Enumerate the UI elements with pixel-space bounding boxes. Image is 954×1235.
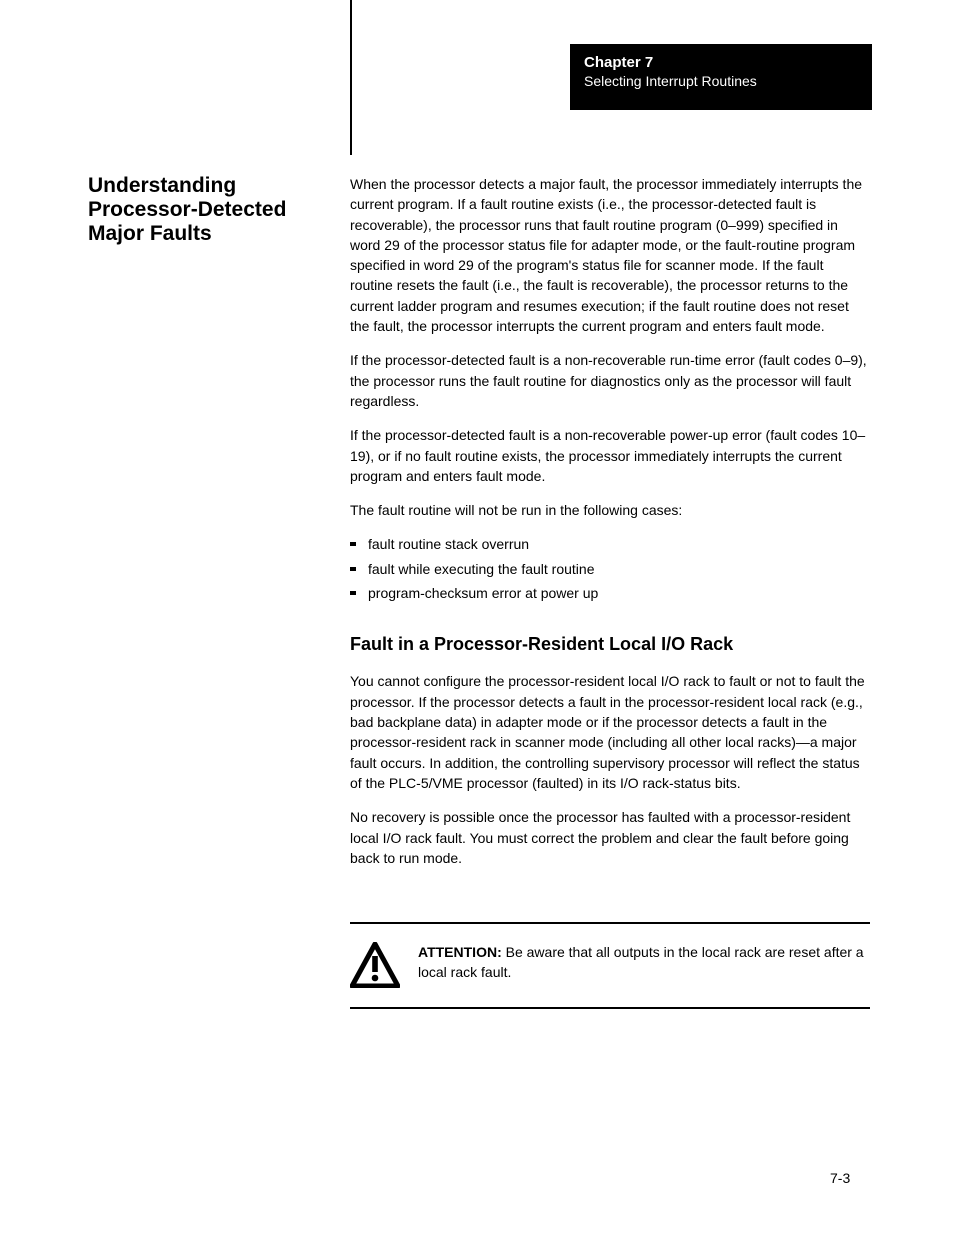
chapter-label: Chapter 7 (584, 54, 858, 71)
vertical-rule (350, 0, 352, 155)
subsection-heading: Fault in a Processor-Resident Local I/O … (350, 631, 870, 657)
para-1: When the processor detects a major fault… (350, 174, 870, 336)
bullet-list: fault routine stack overrun fault while … (350, 534, 870, 603)
list-item: program-checksum error at power up (350, 583, 870, 603)
body-column: When the processor detects a major fault… (350, 174, 870, 882)
para-4: The fault routine will not be run in the… (350, 500, 870, 520)
section-heading: Understanding Processor-Detected Major F… (88, 174, 318, 246)
attention-text: ATTENTION: Be aware that all outputs in … (418, 942, 870, 983)
attention-icon (350, 942, 400, 993)
chapter-header-box: Chapter 7 Selecting Interrupt Routines (570, 44, 872, 110)
para-5: You cannot configure the processor-resid… (350, 671, 870, 793)
para-3: If the processor-detected fault is a non… (350, 425, 870, 486)
chapter-subtitle: Selecting Interrupt Routines (584, 73, 858, 89)
heading-line-2: Processor-Detected (88, 198, 286, 221)
attention-callout: ATTENTION: Be aware that all outputs in … (350, 922, 870, 1009)
para-6: No recovery is possible once the process… (350, 807, 870, 868)
attention-label: ATTENTION: (418, 944, 502, 960)
para-2: If the processor-detected fault is a non… (350, 350, 870, 411)
list-item: fault routine stack overrun (350, 534, 870, 554)
list-item: fault while executing the fault routine (350, 559, 870, 579)
page-number: 7-3 (830, 1170, 850, 1186)
heading-line-3: Major Faults (88, 222, 212, 245)
heading-line-1: Understanding (88, 174, 236, 197)
